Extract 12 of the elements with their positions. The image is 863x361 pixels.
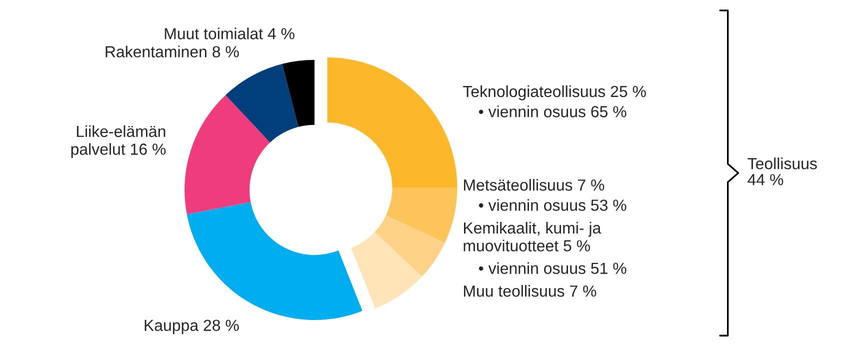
slice-label: Muu teollisuus 7 % (464, 285, 596, 297)
slice-label: Kemikaalit, kumi- ja muovituotteet 5 % (464, 222, 602, 252)
slice-label: Rakentaminen 8 % (106, 46, 239, 58)
text: • viennin osuus 51 % (478, 262, 626, 274)
slice-label: Muut toimialat 4 % (164, 28, 294, 40)
slice-label: Metsäteollisuus 7 % (464, 178, 604, 191)
text: • viennin osuus 53 % (478, 199, 626, 211)
text: • viennin osuus 65 % (478, 106, 626, 118)
text: Teollisuus 44 % (748, 158, 817, 186)
slice-label: Liike-elämän palvelut 16 % (71, 125, 166, 158)
slice-label: Teknologiateollisuus 25 % (463, 85, 646, 100)
slice-label: Kauppa 28 % (144, 320, 239, 334)
